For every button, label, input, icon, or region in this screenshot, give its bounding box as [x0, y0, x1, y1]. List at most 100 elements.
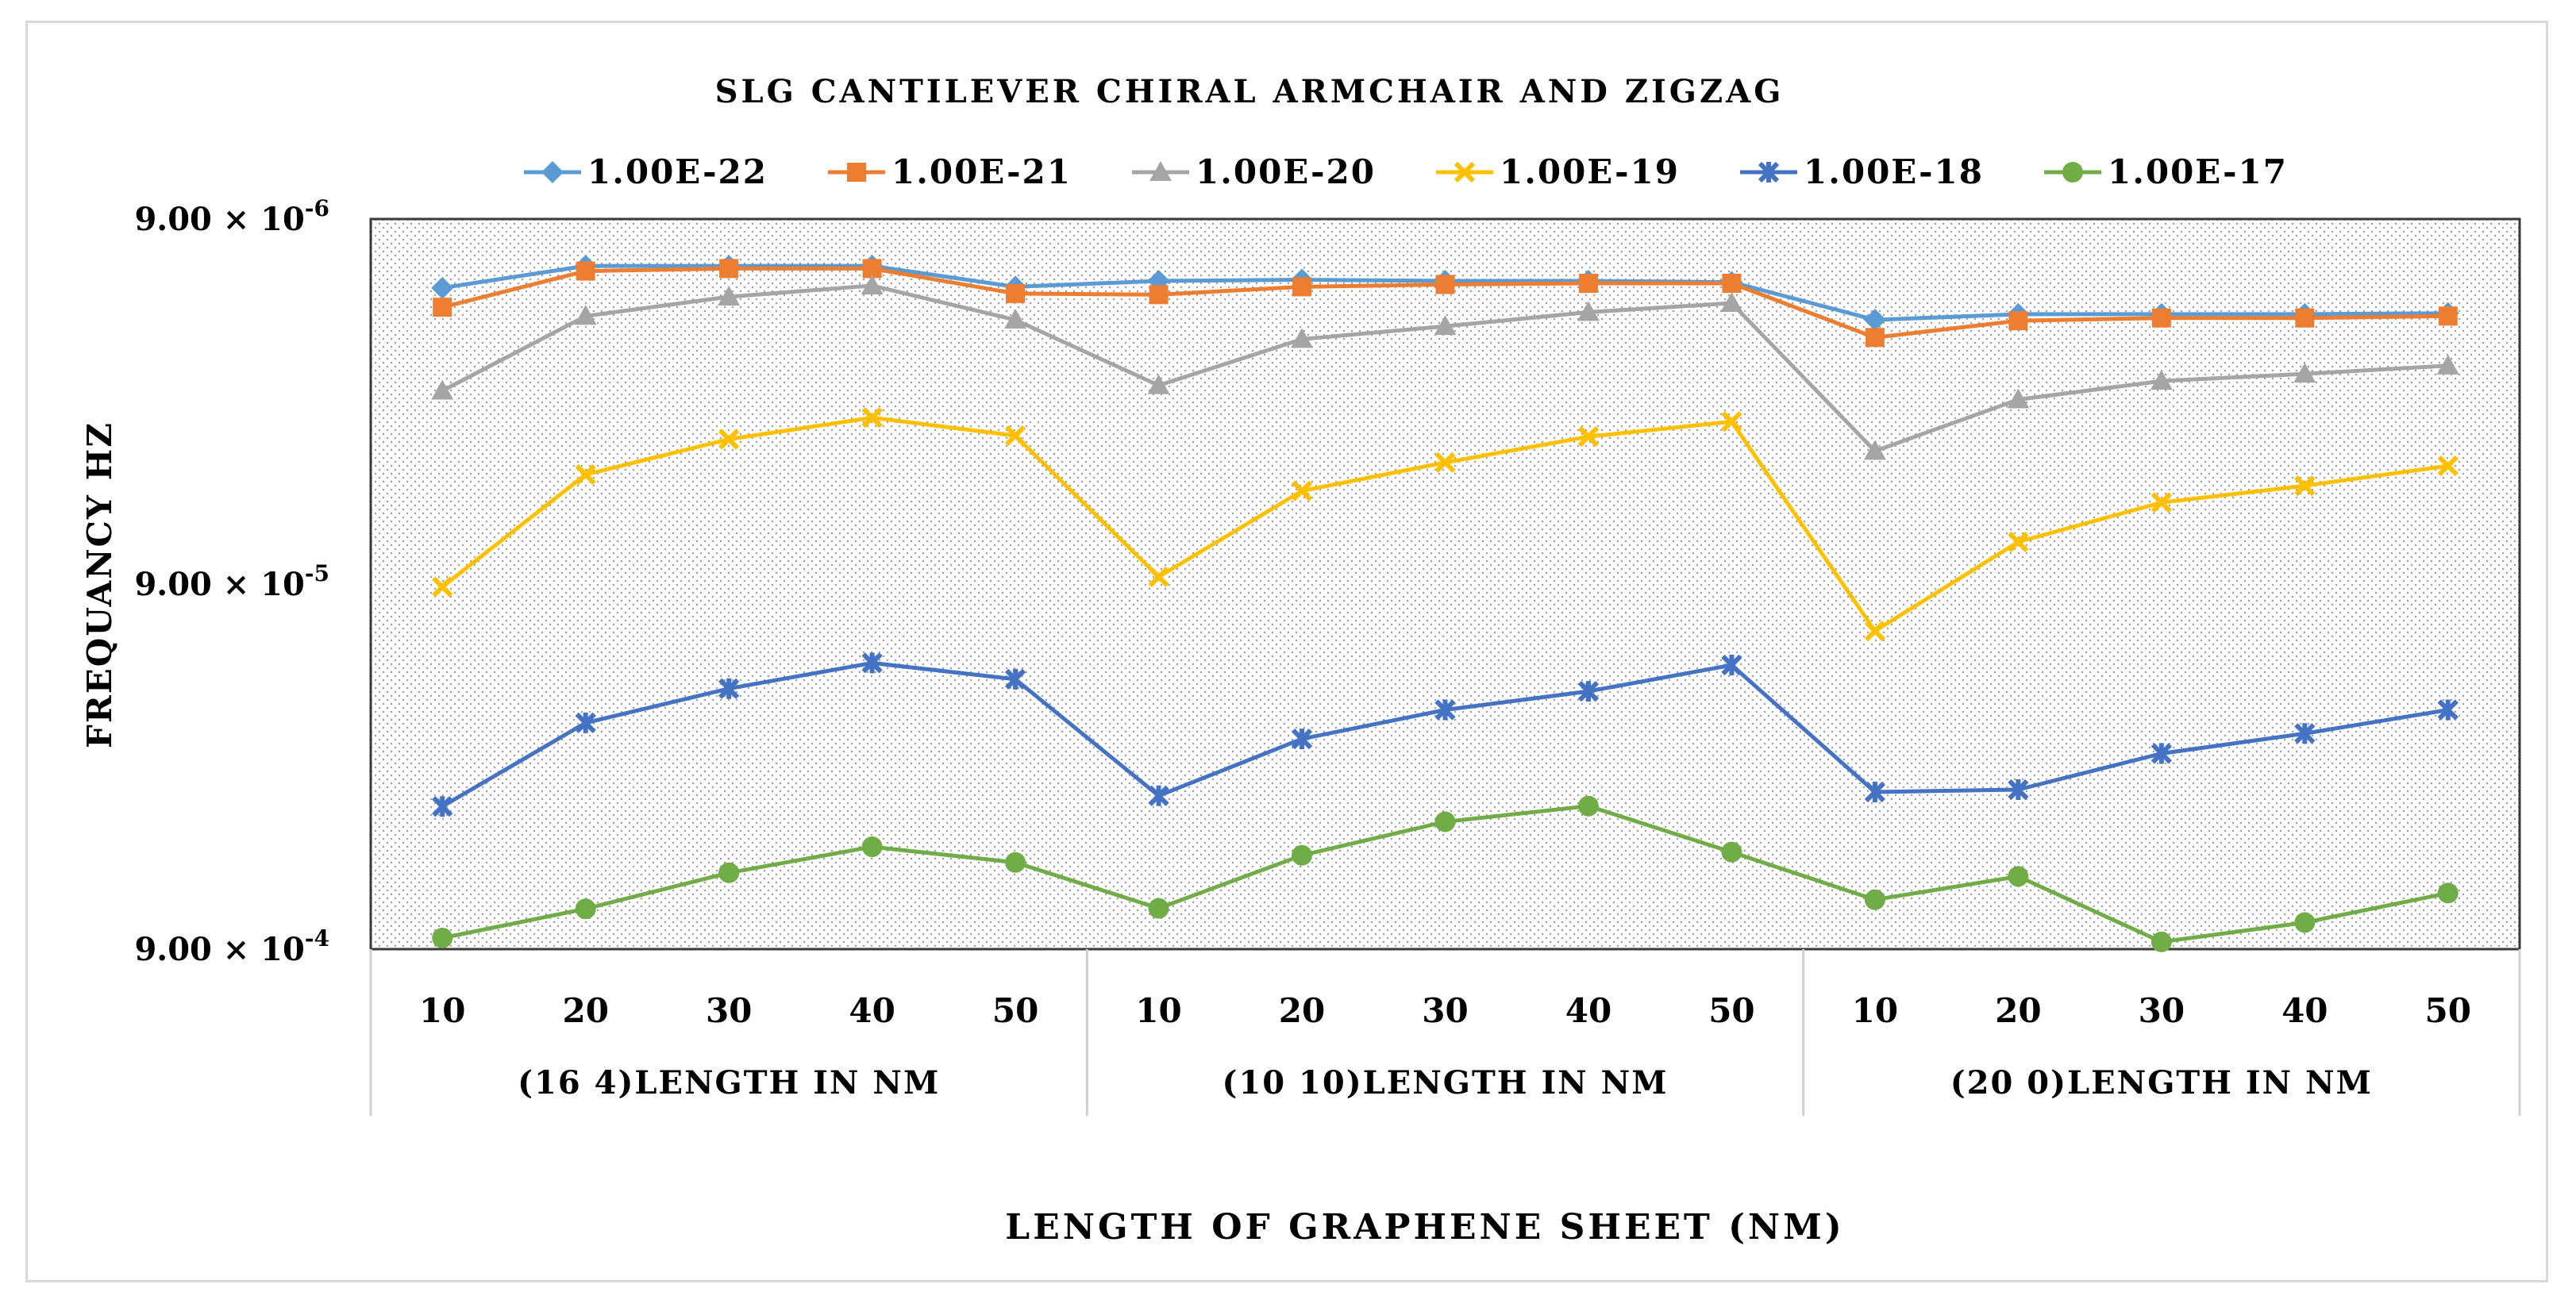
x-group-label: (10 10)LENGTH IN NM — [1223, 1064, 1669, 1101]
legend-item: 1.00E-20 — [1132, 152, 1376, 191]
data-point — [1721, 654, 1742, 676]
data-point — [2008, 866, 2029, 887]
x-tick-label: 20 — [562, 991, 608, 1030]
data-point — [719, 259, 739, 279]
legend-label: 1.00E-20 — [1196, 152, 1376, 191]
series-1.00E-21 — [433, 259, 2458, 348]
data-point — [1292, 277, 1312, 297]
data-point — [431, 379, 454, 400]
data-point — [1721, 411, 1742, 433]
data-point — [1147, 374, 1170, 394]
data-point — [1149, 285, 1169, 305]
legend-marker — [1149, 161, 1172, 181]
data-point — [575, 712, 596, 734]
series-1.00E-20 — [431, 274, 2459, 460]
data-point — [861, 407, 883, 429]
data-point — [2151, 743, 2172, 764]
legend-item: 1.00E-22 — [524, 152, 768, 191]
series-1.00E-18 — [432, 652, 2459, 817]
data-point — [1577, 795, 1599, 817]
data-point — [1005, 852, 1026, 873]
data-point — [2437, 882, 2459, 904]
y-axis-title: FREQUANCY HZ — [80, 421, 119, 748]
data-point — [1291, 480, 1313, 502]
data-point — [1291, 328, 1314, 348]
legend-label: 1.00E-17 — [2108, 152, 2288, 191]
data-point — [1577, 426, 1600, 448]
legend-marker — [2062, 162, 2083, 183]
data-point — [718, 678, 740, 699]
data-point — [1864, 781, 1886, 803]
data-point — [432, 796, 453, 817]
chart-title: SLG CANTILEVER CHIRAL ARMCHAIR AND ZIGZA… — [715, 73, 1785, 110]
legend-label: 1.00E-19 — [1500, 152, 1680, 191]
legend-label: 1.00E-21 — [891, 152, 1072, 191]
x-tick-label: 30 — [1422, 991, 1468, 1030]
legend: 1.00E-22 1.00E-21 1.00E-20 1.00E-19 1.00E-18… — [524, 152, 2288, 191]
data-point — [1434, 315, 1457, 336]
data-point — [2007, 388, 2030, 409]
data-point — [1722, 274, 1742, 294]
line-chart: SLG CANTILEVER CHIRAL ARMCHAIR AND ZIGZA… — [80, 73, 2521, 1248]
data-point — [2294, 912, 2316, 933]
x-tick-label: 10 — [1852, 991, 1898, 1030]
series-layer — [431, 255, 2459, 952]
data-point — [433, 298, 452, 317]
data-point — [1721, 841, 1742, 863]
y-axis-ticks: 9.00 × 10-6 9.00 × 10-5 9.00 × 10-4 — [134, 195, 329, 968]
data-point — [1004, 309, 1027, 329]
data-point — [2294, 723, 2316, 744]
x-tick-label: 40 — [1565, 991, 1611, 1030]
x-axis: 10 20 30 40 50 (16 4)LENGTH IN NM 10 20 30 40 50 (1… — [369, 949, 2521, 1116]
legend-item: 1.00E-17 — [2044, 152, 2288, 191]
legend-marker — [1758, 161, 1780, 183]
x-tick-label: 30 — [2139, 991, 2185, 1030]
legend-marker — [541, 161, 564, 183]
x-tick-label: 40 — [849, 991, 895, 1030]
x-tick-label: 50 — [992, 991, 1038, 1030]
data-point — [575, 898, 596, 920]
data-point — [1864, 889, 1885, 910]
x-tick-label: 10 — [419, 991, 465, 1030]
legend-marker — [1454, 161, 1476, 183]
data-point — [575, 463, 596, 486]
legend-label: 1.00E-22 — [587, 152, 768, 191]
data-point — [2151, 308, 2171, 328]
x-group-label: (16 4)LENGTH IN NM — [518, 1064, 940, 1101]
data-point — [1864, 621, 1886, 642]
x-group-label: (20 0)LENGTH IN NM — [1950, 1064, 2373, 1101]
data-point — [2294, 475, 2316, 497]
series-1.00E-17 — [432, 795, 2459, 952]
y-tick-label: 9.00 × 10-6 — [134, 195, 329, 238]
data-point — [1148, 898, 1169, 919]
y-tick-label: 9.00 × 10-5 — [134, 560, 329, 603]
data-point — [2150, 370, 2173, 390]
legend-item: 1.00E-21 — [828, 152, 1072, 191]
data-point — [1006, 283, 1026, 303]
data-point — [1434, 699, 1456, 721]
data-point — [432, 576, 453, 598]
data-point — [432, 927, 453, 948]
data-point — [2293, 363, 2316, 383]
data-point — [1578, 274, 1598, 294]
data-point — [1863, 309, 1886, 332]
data-point — [574, 305, 597, 325]
data-point — [861, 652, 883, 674]
data-point — [1148, 566, 1169, 588]
data-point — [1148, 785, 1169, 806]
data-point — [2008, 311, 2028, 331]
x-tick-label: 30 — [706, 991, 752, 1030]
data-point — [1577, 680, 1600, 702]
data-point — [861, 836, 883, 858]
data-point — [431, 276, 454, 299]
data-point — [1720, 292, 1743, 313]
data-point — [2151, 492, 2172, 513]
legend-item: 1.00E-18 — [1740, 152, 1982, 191]
data-point — [2295, 308, 2315, 328]
data-point — [2437, 699, 2459, 721]
x-tick-label: 50 — [2425, 991, 2471, 1030]
data-point — [1292, 844, 1313, 866]
legend-item: 1.00E-19 — [1436, 152, 1680, 191]
chart-frame: SLG CANTILEVER CHIRAL ARMCHAIR AND ZIGZA… — [25, 21, 2548, 1282]
data-point — [2008, 531, 2029, 553]
